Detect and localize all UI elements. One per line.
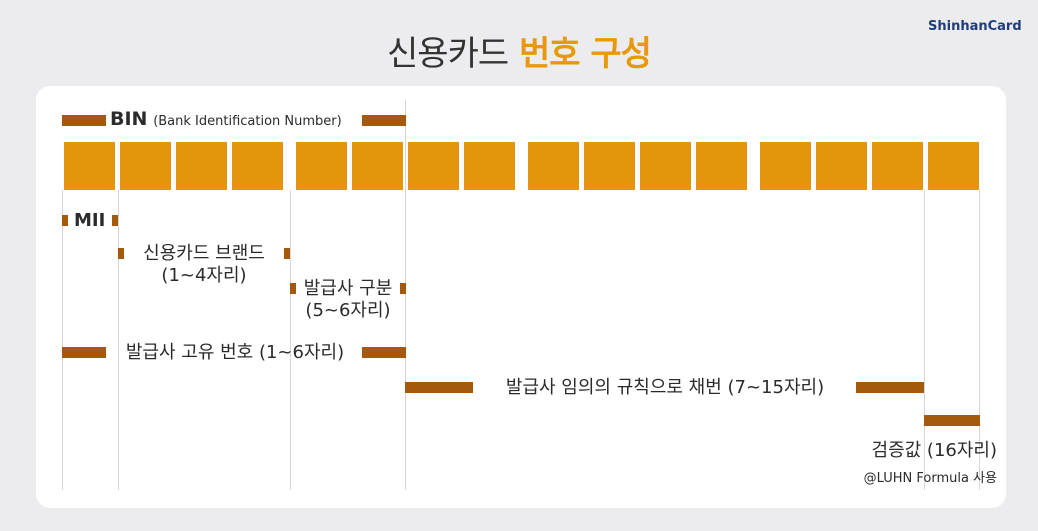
guide-line-end — [979, 190, 980, 490]
issuer-bar-left — [290, 283, 296, 294]
guide-line-1 — [118, 190, 119, 490]
account-label: 발급사 임의의 규칙으로 채번 (7~15자리) — [505, 377, 825, 398]
brand-bar-right — [284, 248, 290, 259]
card-digit-16 — [928, 142, 979, 190]
shinhan-card-logo: ShinhanCard — [928, 19, 1022, 34]
card-digit-5 — [296, 142, 347, 190]
guide-line-6 — [405, 100, 406, 490]
card-digit-9 — [528, 142, 579, 190]
card-digit-8 — [464, 142, 515, 190]
mii-bar-right — [112, 215, 118, 226]
mii-bar-left — [62, 215, 68, 226]
issuer-label-line2: (5~6자리) — [305, 300, 391, 321]
guide-line-15 — [924, 190, 925, 490]
card-digit-13 — [760, 142, 811, 190]
account-bar-left — [405, 382, 473, 393]
issuer-id-label: 발급사 고유 번호 (1~6자리) — [125, 342, 345, 363]
issuer-label-line1: 발급사 구분 — [303, 278, 393, 299]
mii-label: MII — [74, 210, 106, 231]
card-digit-14 — [816, 142, 867, 190]
card-digit-1 — [64, 142, 115, 190]
issuer-id-bar-right — [362, 347, 406, 358]
bin-bar-right — [362, 115, 406, 126]
page-title: 신용카드 번호 구성 — [0, 26, 1038, 75]
brand-label-line2: (1~4자리) — [161, 265, 247, 286]
issuer-bar-right — [400, 283, 406, 294]
card-digit-6 — [352, 142, 403, 190]
issuer-id-bar-left — [62, 347, 106, 358]
card-digit-7 — [408, 142, 459, 190]
check-label: 검증값 (16자리) — [871, 440, 997, 461]
card-digit-11 — [640, 142, 691, 190]
brand-label-line1: 신용카드 브랜드 — [143, 243, 265, 264]
bin-label: BIN (Bank Identification Number) — [110, 108, 342, 133]
card-digit-4 — [232, 142, 283, 190]
card-digit-3 — [176, 142, 227, 190]
bin-bar-left — [62, 115, 106, 126]
card-digit-12 — [696, 142, 747, 190]
brand-label: 신용카드 브랜드 (1~4자리) — [124, 243, 284, 287]
check-bar — [924, 415, 980, 426]
account-bar-right — [856, 382, 924, 393]
title-plain: 신용카드 — [387, 34, 509, 74]
title-accent: 번호 구성 — [519, 34, 652, 74]
guide-line-4 — [290, 190, 291, 490]
issuer-label: 발급사 구분 (5~6자리) — [296, 278, 400, 322]
check-sublabel: @LUHN Formula 사용 — [863, 471, 997, 486]
bin-subtitle: (Bank Identification Number) — [153, 114, 342, 129]
card-digit-10 — [584, 142, 635, 190]
card-digit-2 — [120, 142, 171, 190]
brand-bar-left — [118, 248, 124, 259]
card-digit-15 — [872, 142, 923, 190]
bin-title: BIN — [110, 108, 148, 130]
guide-line-start — [62, 190, 63, 490]
